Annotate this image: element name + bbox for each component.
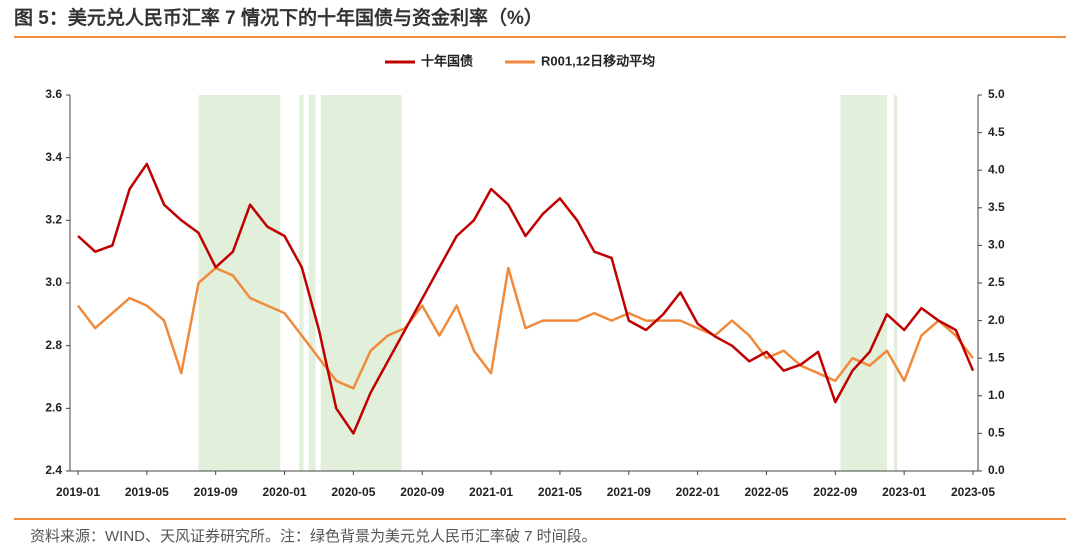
y-tick-label: 3.6 bbox=[45, 87, 62, 101]
x-tick-label: 2022-09 bbox=[813, 485, 857, 499]
x-tick-label: 2023-01 bbox=[882, 485, 926, 499]
shaded-period bbox=[308, 95, 316, 471]
shaded-period bbox=[320, 95, 402, 471]
x-tick-label: 2021-09 bbox=[607, 485, 651, 499]
y-tick-label: 2.4 bbox=[45, 463, 62, 477]
legend-label: R001,12日移动平均 bbox=[541, 53, 655, 68]
x-tick-label: 2019-09 bbox=[194, 485, 238, 499]
y2-tick-label: 0.5 bbox=[988, 426, 1005, 440]
y2-tick-label: 4.5 bbox=[988, 125, 1005, 139]
y2-tick-label: 3.0 bbox=[988, 238, 1005, 252]
y2-tick-label: 2.0 bbox=[988, 313, 1005, 327]
x-tick-label: 2021-01 bbox=[469, 485, 513, 499]
x-tick-label: 2023-05 bbox=[951, 485, 995, 499]
shaded-period bbox=[840, 95, 887, 471]
y2-tick-label: 4.0 bbox=[988, 162, 1005, 176]
x-tick-label: 2019-01 bbox=[56, 485, 100, 499]
chart-title: 图 5：美元兑人民币汇率 7 情况下的十年国债与资金利率（%） bbox=[14, 6, 543, 29]
y2-tick-label: 2.5 bbox=[988, 275, 1005, 289]
series-line bbox=[77, 162, 975, 435]
y-tick-label: 2.8 bbox=[45, 338, 62, 352]
x-tick-label: 2020-01 bbox=[263, 485, 307, 499]
y2-tick-label: 1.5 bbox=[988, 350, 1005, 364]
x-tick-label: 2020-09 bbox=[400, 485, 444, 499]
y2-tick-label: 5.0 bbox=[988, 87, 1005, 101]
shaded-period bbox=[893, 95, 898, 471]
y2-tick-label: 0.0 bbox=[988, 463, 1005, 477]
x-tick-label: 2022-05 bbox=[744, 485, 788, 499]
y-tick-label: 2.6 bbox=[45, 401, 62, 415]
series-line bbox=[77, 266, 974, 390]
x-tick-label: 2019-05 bbox=[125, 485, 169, 499]
legend-label: 十年国债 bbox=[421, 53, 473, 68]
x-tick-label: 2020-05 bbox=[331, 485, 375, 499]
source-note: 资料来源：WIND、天风证券研究所。注：绿色背景为美元兑人民币汇率破 7 时间段… bbox=[30, 528, 597, 545]
x-tick-label: 2021-05 bbox=[538, 485, 582, 499]
y-tick-label: 3.2 bbox=[45, 213, 62, 227]
x-tick-label: 2022-01 bbox=[676, 485, 720, 499]
shaded-period bbox=[299, 95, 304, 471]
y2-tick-label: 3.5 bbox=[988, 200, 1005, 214]
y-tick-label: 3.0 bbox=[45, 275, 62, 289]
y2-tick-label: 1.0 bbox=[988, 388, 1005, 402]
y-tick-label: 3.4 bbox=[45, 150, 62, 164]
